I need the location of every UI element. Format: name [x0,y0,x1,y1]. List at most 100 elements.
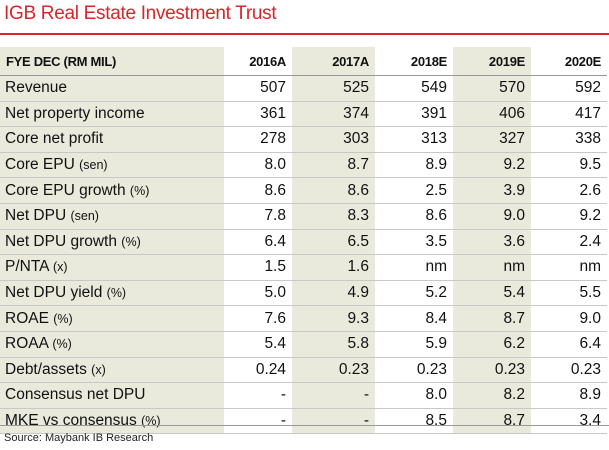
table-row: Core net profit 278 303 313 327 338 [0,126,607,153]
table-cell: 8.6 [292,177,375,204]
table-cell: - [292,382,375,409]
row-label: Core net profit [5,130,104,148]
table-cell: 8.6 [375,203,453,230]
header-year: 2020E [531,47,607,76]
table-cell: 417 [531,101,607,128]
table-cell: 3.9 [453,177,531,204]
table-cell: 6.4 [224,229,292,256]
row-unit: (sen) [79,158,108,173]
table-cell: 6.2 [453,331,531,358]
table-cell: 303 [292,126,375,153]
table-cell: 1.5 [224,254,292,281]
row-label: MKE vs consensus [5,412,137,430]
table-cell: 9.0 [453,203,531,230]
table-cell: 5.4 [224,331,292,358]
row-label-cell: P/NTA (x) [0,254,224,281]
row-label-cell: Core EPU growth (%) [0,177,224,204]
table-cell: 7.6 [224,305,292,332]
row-label: Consensus net DPU [5,386,146,404]
table-row: ROAA (%) 5.4 5.8 5.9 6.2 6.4 [0,331,607,358]
table-cell: - [292,408,375,435]
row-unit: (x) [52,260,68,275]
header-year: 2016A [224,47,292,76]
table-cell: 5.5 [531,280,607,307]
row-label: Debt/assets [5,360,87,378]
table-cell: nm [375,254,453,281]
row-label-cell: MKE vs consensus (%) [0,408,224,435]
table-cell: 278 [224,126,292,153]
table-cell: 5.4 [453,280,531,307]
table-cell: 406 [453,101,531,128]
table-row: Core EPU (sen) 8.0 8.7 8.9 9.2 9.5 [0,152,607,179]
table-cell: 592 [531,75,607,102]
row-label: ROAA [5,335,49,353]
table-row: ROAE (%) 7.6 9.3 8.4 8.7 9.0 [0,305,607,332]
table-cell: 5.0 [224,280,292,307]
table-cell: 7.8 [224,203,292,230]
row-label: Core EPU growth [5,181,126,199]
row-unit: (sen) [70,209,99,224]
row-label: Core EPU [5,156,75,174]
row-label: Net property income [5,104,145,122]
table-row: Debt/assets (x) 0.24 0.23 0.23 0.23 0.23 [0,357,607,384]
table-row: Consensus net DPU - -8.0 8.2 8.9 [0,382,607,409]
table-cell: 8.6 [224,177,292,204]
financial-table: FYE DEC (RM MIL) 2016A 2017A 2018E 2019E… [0,47,607,435]
table-title: IGB Real Estate Investment Trust [4,3,277,24]
row-label-cell: Net DPU growth (%) [0,229,224,256]
table-cell: 2.4 [531,229,607,256]
table-cell: 8.9 [531,382,607,409]
row-label-cell: Consensus net DPU [0,382,224,409]
row-unit: (%) [53,311,73,326]
table-cell: 0.23 [453,357,531,384]
table-cell: 9.0 [531,305,607,332]
row-label-cell: Core EPU (sen) [0,152,224,179]
table-cell: 0.23 [375,357,453,384]
table-cell: 3.6 [453,229,531,256]
table-cell: - [224,408,292,435]
table-cell: 3.4 [531,408,607,435]
table-cell: 6.5 [292,229,375,256]
table-cell: 3.5 [375,229,453,256]
table-cell: 0.23 [292,357,375,384]
row-label-cell: Net DPU yield (%) [0,280,224,307]
table-cell: 8.7 [453,305,531,332]
row-unit: (%) [106,286,127,301]
table-row: Net DPU growth (%) 6.4 6.5 3.5 3.6 2.4 [0,229,607,256]
table-cell: 1.6 [292,254,375,281]
row-label: Net DPU yield [5,284,103,302]
table-cell: 338 [531,126,607,153]
table-cell: 0.23 [531,357,607,384]
table-cell: 374 [292,101,375,128]
table-row: P/NTA (x) 1.5 1.6 nm nm nm [0,254,607,281]
row-label-cell: ROAE (%) [0,305,224,332]
header-year: 2018E [375,47,453,76]
table-cell: - [224,382,292,409]
table-cell: 8.5 [375,408,453,435]
table-row: Revenue 507 525 549 570 592 [0,75,607,102]
table-cell: 8.9 [375,152,453,179]
table-cell: 8.4 [375,305,453,332]
row-label: Revenue [5,79,68,97]
title-rule [0,33,609,35]
table-cell: 8.3 [292,203,375,230]
table-cell: 8.0 [224,152,292,179]
row-label: Net DPU growth [5,232,117,250]
header-row: FYE DEC (RM MIL) 2016A 2017A 2018E 2019E… [0,47,607,76]
footer-rule [0,425,609,426]
table-cell: 5.8 [292,331,375,358]
row-unit: (%) [121,234,141,249]
row-unit: (%) [52,337,72,352]
row-label-cell: Net property income [0,101,224,128]
table-cell: 8.7 [292,152,375,179]
table-cell: nm [453,254,531,281]
table-cell: 5.9 [375,331,453,358]
table-cell: 6.4 [531,331,607,358]
row-label: ROAE [5,309,49,327]
table-cell: 525 [292,75,375,102]
table-cell: 8.7 [453,408,531,435]
table-row: Net DPU yield (%) 5.0 4.9 5.2 5.4 5.5 [0,280,607,307]
header-year: 2019E [453,47,531,76]
table-row: Net DPU (sen) 7.8 8.3 8.6 9.0 9.2 [0,203,607,230]
row-label-cell: ROAA (%) [0,331,224,358]
